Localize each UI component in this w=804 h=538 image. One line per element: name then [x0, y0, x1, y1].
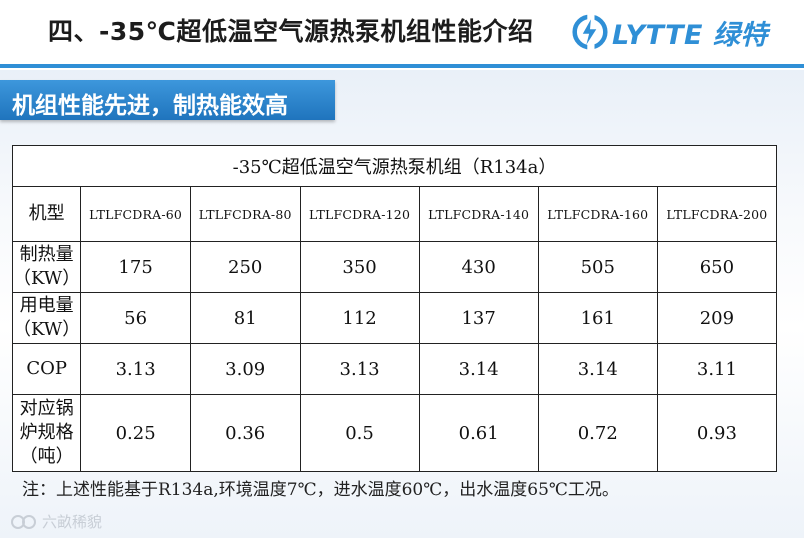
row-header-line: 用电量	[19, 295, 74, 316]
boiler-value: 0.5	[299, 394, 420, 472]
row-header-line: （KW）	[13, 319, 81, 340]
model-cell: LTLFCDRA-160	[537, 186, 658, 242]
model-cell: LTLFCDRA-60	[80, 186, 191, 242]
boiler-value: 0.36	[189, 394, 301, 472]
boiler-value: 0.61	[418, 394, 539, 472]
power-value: 81	[189, 292, 301, 344]
boiler-value: 0.25	[80, 394, 191, 472]
model-cell: LTLFCDRA-120	[299, 186, 420, 242]
section-banner: 机组性能先进，制热能效高	[0, 80, 335, 120]
cop-value: 3.14	[537, 343, 658, 395]
header-divider	[0, 64, 804, 68]
power-value: 161	[537, 292, 658, 344]
brand-logo: LYTTE 绿特	[572, 12, 768, 52]
row-header-line: 对应锅	[19, 398, 74, 419]
table-row-boiler: 对应锅 炉规格 （吨） 0.25 0.36 0.5 0.61 0.72 0.93	[11, 394, 778, 472]
row-header-line: 制热量	[19, 244, 74, 265]
table-row-power: 用电量 （KW） 56 81 112 137 161 209	[11, 292, 778, 344]
row-header-line: （KW）	[13, 268, 81, 289]
heating-value: 175	[80, 241, 191, 293]
row-header-model: 机型	[11, 186, 82, 242]
table-row-model: 机型 LTLFCDRA-60 LTLFCDRA-80 LTLFCDRA-120 …	[11, 186, 778, 242]
heating-value: 505	[537, 241, 658, 293]
heating-value: 250	[189, 241, 301, 293]
section-title: 机组性能先进，制热能效高	[12, 93, 288, 119]
logo-text: LYTTE 绿特	[612, 19, 768, 51]
power-value: 137	[418, 292, 539, 344]
cop-value: 3.13	[80, 343, 191, 395]
model-cell: LTLFCDRA-200	[656, 186, 778, 242]
heating-value: 430	[418, 241, 539, 293]
performance-table: -35℃超低温空气源热泵机组（R134a） 机型 LTLFCDRA-60 LTL…	[11, 145, 778, 472]
cop-value: 3.11	[656, 343, 778, 395]
boiler-value: 0.72	[537, 394, 658, 472]
row-header-line: （吨）	[19, 446, 74, 467]
boiler-value: 0.93	[656, 394, 778, 472]
row-header-line: 炉规格	[19, 422, 74, 443]
row-header-heating: 制热量 （KW）	[11, 241, 82, 293]
power-value: 56	[80, 292, 191, 344]
watermark-logo-icon	[11, 514, 36, 529]
row-header-cop: COP	[11, 343, 82, 395]
page-title: 四、-35℃超低温空气源热泵机组性能介绍	[48, 17, 534, 46]
heating-value: 650	[656, 241, 778, 293]
power-value: 209	[656, 292, 778, 344]
table-row-cop: COP 3.13 3.09 3.13 3.14 3.14 3.11	[11, 343, 778, 395]
table-caption: -35℃超低温空气源热泵机组（R134a）	[12, 145, 777, 187]
cop-value: 3.09	[189, 343, 301, 395]
lytte-logo-icon	[572, 14, 608, 50]
row-header-boiler: 对应锅 炉规格 （吨）	[11, 394, 82, 472]
table-row-heating: 制热量 （KW） 175 250 350 430 505 650	[11, 241, 778, 293]
footnote: 注：上述性能基于R134a,环境温度7℃，进水温度60℃，出水温度65℃工况。	[22, 480, 619, 500]
cop-value: 3.14	[418, 343, 539, 395]
watermark-text: 六畝稀貌	[42, 513, 103, 531]
model-cell: LTLFCDRA-140	[418, 186, 539, 242]
cop-value: 3.13	[299, 343, 420, 395]
heating-value: 350	[299, 241, 420, 293]
model-cell: LTLFCDRA-80	[189, 186, 301, 242]
watermark: 六畝稀貌	[10, 511, 102, 532]
row-header-power: 用电量 （KW）	[11, 292, 82, 344]
power-value: 112	[299, 292, 420, 344]
